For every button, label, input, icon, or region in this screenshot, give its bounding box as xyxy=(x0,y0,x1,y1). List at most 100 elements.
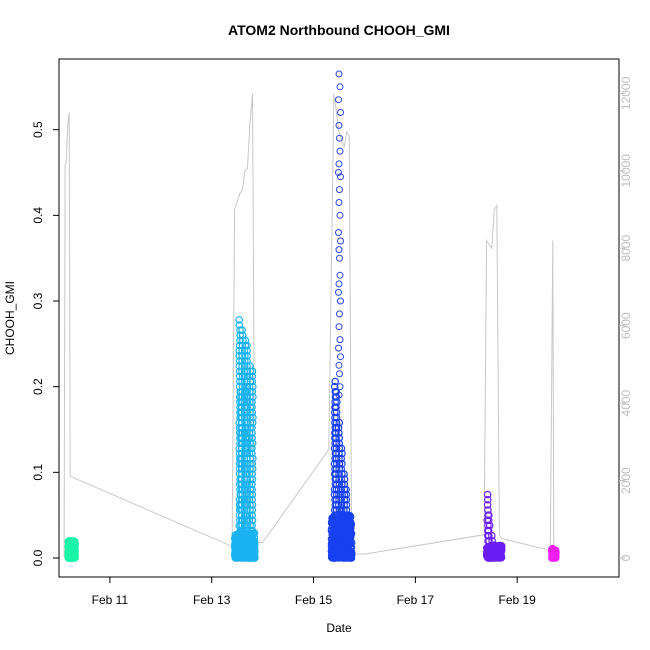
data-point xyxy=(335,121,343,129)
data-point xyxy=(242,393,251,401)
data-point xyxy=(484,506,492,514)
data-point xyxy=(248,480,256,489)
data-point xyxy=(248,470,257,478)
data-point xyxy=(331,548,340,557)
data-point xyxy=(483,490,492,499)
data-point xyxy=(335,280,343,288)
data-point xyxy=(242,511,251,520)
data-point xyxy=(242,521,251,530)
data-point xyxy=(335,361,343,369)
data-point xyxy=(340,475,349,484)
data-point xyxy=(336,310,343,318)
data-point xyxy=(243,341,251,350)
data-point xyxy=(248,511,257,520)
data-point xyxy=(342,490,351,499)
data-point xyxy=(345,537,354,545)
data-point xyxy=(243,351,252,360)
data-point xyxy=(335,480,344,489)
data-point xyxy=(338,459,346,468)
data-point xyxy=(335,160,343,168)
data-point xyxy=(337,297,344,305)
data-point xyxy=(237,485,246,494)
data-point xyxy=(237,480,246,489)
data-point xyxy=(550,550,559,558)
data-point xyxy=(340,470,348,478)
data-point xyxy=(237,465,246,473)
data-point xyxy=(242,465,250,473)
axes: Feb 11 Feb 13 Feb 15 Feb 17 Feb 19 0.0 0.1 0.2 0… xyxy=(31,76,633,607)
data-point xyxy=(338,521,346,530)
data-point xyxy=(336,134,343,142)
y-tick-label: 0.4 xyxy=(31,207,45,224)
data-point xyxy=(345,531,354,540)
data-point xyxy=(250,545,259,553)
data-point xyxy=(483,495,492,504)
data-point xyxy=(484,516,493,525)
data-point xyxy=(237,434,246,442)
data-point xyxy=(337,237,344,245)
data-point xyxy=(332,403,340,412)
data-point xyxy=(237,516,246,525)
data-point xyxy=(483,501,492,509)
x-tick-label: Feb 19 xyxy=(499,593,537,607)
data-point xyxy=(237,506,245,514)
data-point xyxy=(243,377,251,386)
data-point xyxy=(335,344,342,352)
y2-tick-label: 4000 xyxy=(619,389,633,416)
data-point xyxy=(231,546,240,554)
data-point xyxy=(68,541,76,550)
data-point xyxy=(237,418,246,427)
data-point xyxy=(332,398,341,406)
data-point xyxy=(243,382,251,391)
data-point xyxy=(344,548,353,557)
data-point xyxy=(237,501,245,509)
data-point xyxy=(338,449,346,458)
data-point xyxy=(344,516,353,525)
data-point xyxy=(330,531,339,540)
data-point xyxy=(344,511,353,520)
data-point xyxy=(237,470,246,478)
data-point xyxy=(487,531,496,540)
y2-tick-label: 10000 xyxy=(619,154,633,188)
data-point xyxy=(242,470,251,478)
data-point xyxy=(342,495,351,504)
data-point xyxy=(486,553,494,562)
data-point xyxy=(345,521,354,530)
data-point xyxy=(237,537,246,545)
data-point xyxy=(242,429,250,437)
data-point xyxy=(248,372,257,381)
data-point xyxy=(486,549,495,558)
x-tick-label: Feb 15 xyxy=(295,593,333,607)
data-point xyxy=(488,537,496,545)
data-point xyxy=(335,459,344,468)
data-point xyxy=(336,271,344,279)
data-point xyxy=(330,382,339,391)
data-point xyxy=(248,377,257,386)
data-point xyxy=(237,423,246,432)
data-point xyxy=(248,506,257,514)
data-point xyxy=(234,552,243,561)
data-point xyxy=(242,403,251,412)
x-tick-label: Feb 11 xyxy=(92,593,129,607)
data-point xyxy=(237,408,246,417)
y2-tick-label: 6000 xyxy=(619,312,633,339)
data-point xyxy=(237,444,246,453)
y2-tick-label: 12000 xyxy=(619,76,633,110)
data-point xyxy=(335,246,343,254)
data-point xyxy=(484,511,493,520)
y2-tick-label: 0 xyxy=(619,554,633,561)
data-point xyxy=(242,387,250,396)
data-point xyxy=(248,444,256,453)
data-point xyxy=(242,495,250,504)
data-point xyxy=(237,521,245,530)
data-point xyxy=(237,429,246,437)
data-point xyxy=(237,413,246,422)
data-point xyxy=(494,548,503,557)
data-point xyxy=(495,553,504,561)
x-axis-label: Date xyxy=(326,621,352,635)
data-point xyxy=(335,169,342,176)
y2-tick-label: 8000 xyxy=(619,235,633,262)
data-point xyxy=(332,511,340,520)
data-point xyxy=(242,434,251,442)
data-point xyxy=(242,449,251,458)
